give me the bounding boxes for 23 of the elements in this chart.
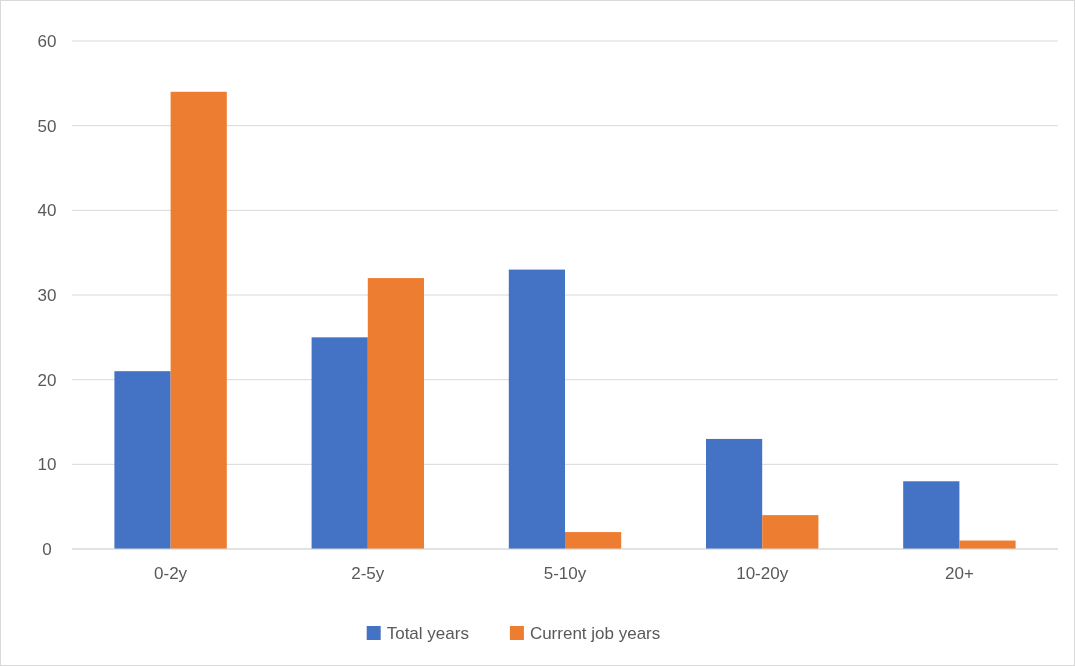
x-tick-label: 2-5y xyxy=(351,564,385,583)
bar xyxy=(114,371,171,549)
y-tick-label: 40 xyxy=(37,201,57,221)
bar xyxy=(170,91,227,549)
y-tick-label: 30 xyxy=(37,285,57,305)
bar xyxy=(903,481,960,549)
legend-label: Current job years xyxy=(529,623,661,643)
y-tick-label: 20 xyxy=(37,370,57,390)
bar xyxy=(762,515,819,549)
y-tick-label: 50 xyxy=(37,116,57,136)
bar xyxy=(565,532,622,549)
bar xyxy=(311,337,368,549)
x-tick-label: 5-10y xyxy=(543,564,587,583)
y-tick-label: 10 xyxy=(37,455,57,475)
y-tick-label: 60 xyxy=(37,31,57,51)
x-tick-label: 20+ xyxy=(944,564,974,583)
bar xyxy=(508,269,565,549)
bar xyxy=(706,438,763,549)
x-tick-label: 0-2y xyxy=(154,564,188,583)
legend-label: Total years xyxy=(386,623,469,643)
x-tick-label: 10-20y xyxy=(736,564,789,583)
y-tick-label: 0 xyxy=(42,539,52,559)
bar xyxy=(367,278,424,549)
